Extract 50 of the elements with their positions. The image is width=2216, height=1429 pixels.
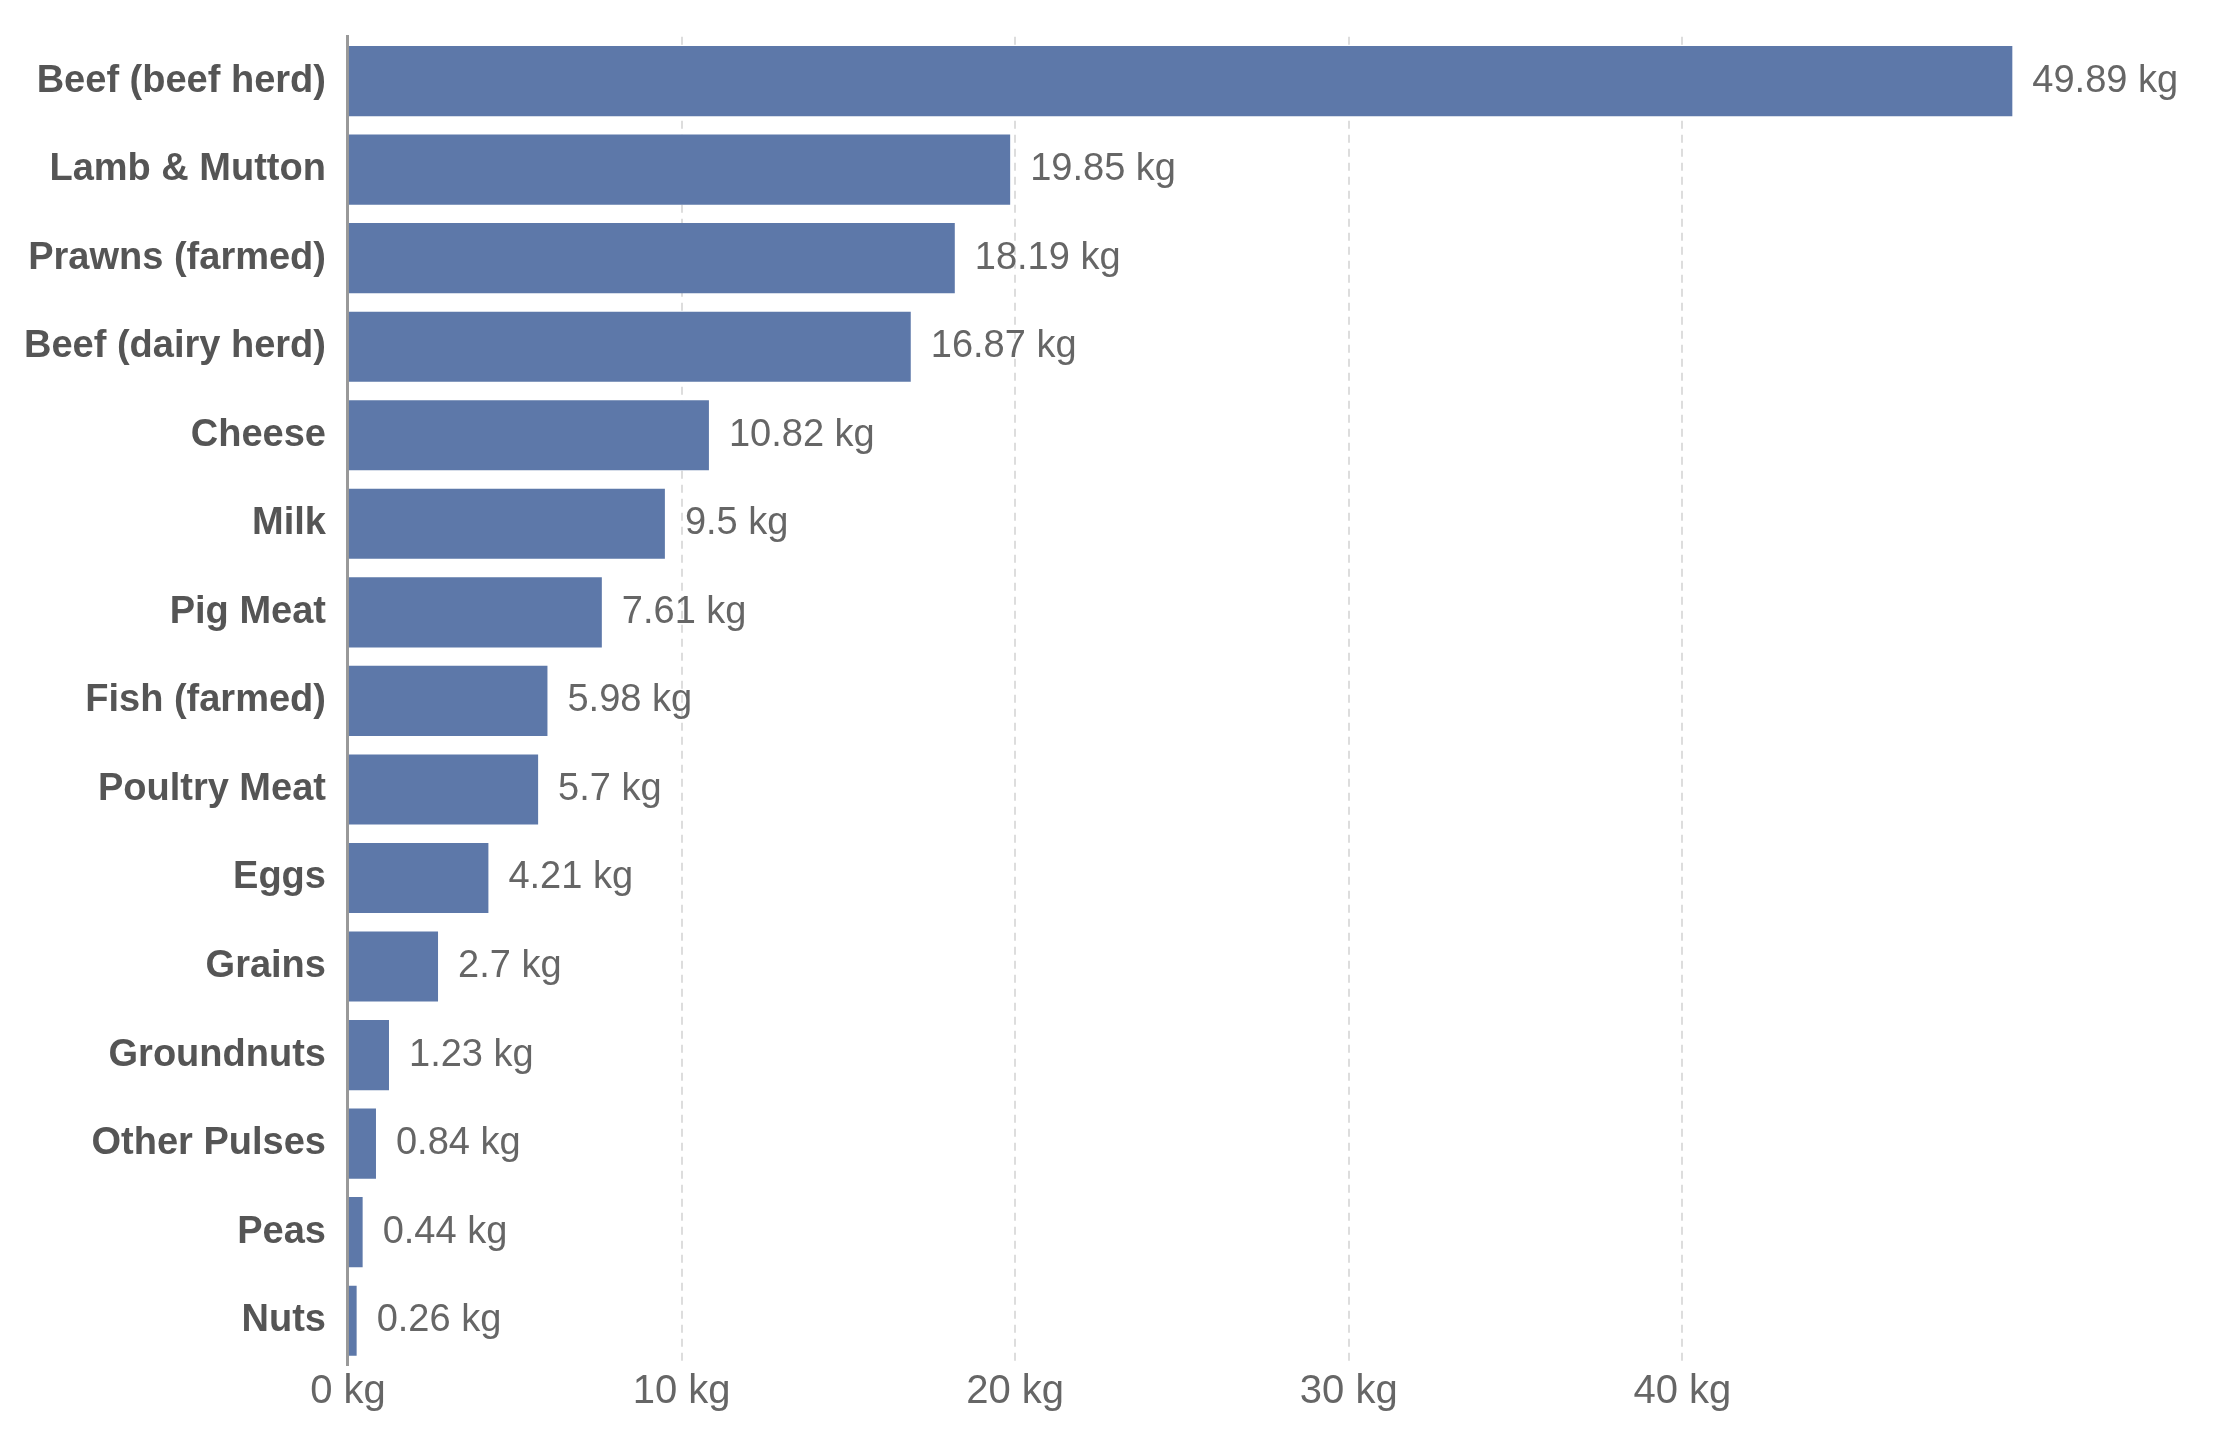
- bar: [348, 311, 911, 382]
- bar: [348, 665, 548, 736]
- data-label: 5.98 kg: [567, 677, 693, 720]
- data-label: 5.7 kg: [558, 765, 662, 808]
- x-tick-label: 20 kg: [966, 1367, 1065, 1412]
- data-label: 16.87 kg: [930, 323, 1077, 366]
- data-label: 0.84 kg: [395, 1120, 521, 1163]
- bar: [348, 577, 602, 648]
- bar: [348, 1020, 389, 1091]
- data-label: 19.85 kg: [1030, 146, 1176, 189]
- y-tick-label: Groundnuts: [108, 1031, 326, 1074]
- y-tick-label: Fish (farmed): [85, 677, 326, 720]
- y-tick-label: Grains: [205, 943, 326, 986]
- y-tick-label: Nuts: [241, 1297, 326, 1340]
- bar: [348, 223, 955, 294]
- x-tick-label: 30 kg: [1299, 1367, 1398, 1412]
- y-tick-label: Cheese: [190, 411, 326, 454]
- y-tick-label: Peas: [237, 1208, 326, 1251]
- data-label: 4.21 kg: [508, 854, 634, 897]
- data-label: 1.23 kg: [408, 1031, 534, 1074]
- y-tick-label: Pig Meat: [169, 588, 327, 631]
- data-label: 0.44 kg: [382, 1208, 508, 1251]
- x-tick-label: 10 kg: [632, 1367, 731, 1412]
- data-label: 10.82 kg: [728, 411, 875, 454]
- data-label: 18.19 kg: [974, 234, 1121, 277]
- bar: [348, 134, 1011, 205]
- bar: [348, 46, 2013, 117]
- data-label: 9.5 kg: [684, 500, 789, 543]
- y-tick-label: Beef (beef herd): [36, 57, 326, 100]
- bar: [348, 1108, 376, 1179]
- bar: [348, 842, 489, 914]
- y-tick-label: Eggs: [233, 854, 326, 897]
- bar: [348, 1197, 363, 1268]
- y-tick-label: Lamb & Mutton: [49, 146, 326, 189]
- y-tick-label: Beef (dairy herd): [23, 323, 326, 366]
- data-label: 7.61 kg: [621, 588, 747, 631]
- x-tick-label: 0 kg: [310, 1367, 386, 1412]
- data-label: 0.26 kg: [376, 1297, 502, 1340]
- x-tick-label: 40 kg: [1633, 1367, 1732, 1412]
- y-tick-label: Other Pulses: [91, 1120, 326, 1163]
- bar: [348, 931, 439, 1002]
- bar: [348, 488, 665, 559]
- y-tick-label: Poultry Meat: [97, 765, 327, 808]
- bar: [348, 754, 539, 825]
- bar: [348, 400, 709, 471]
- data-label: 2.7 kg: [458, 943, 562, 986]
- y-tick-label: Prawns (farmed): [28, 234, 326, 277]
- y-tick-label: Milk: [252, 500, 327, 543]
- bar: [348, 1285, 357, 1356]
- data-label: 49.89 kg: [2032, 57, 2179, 100]
